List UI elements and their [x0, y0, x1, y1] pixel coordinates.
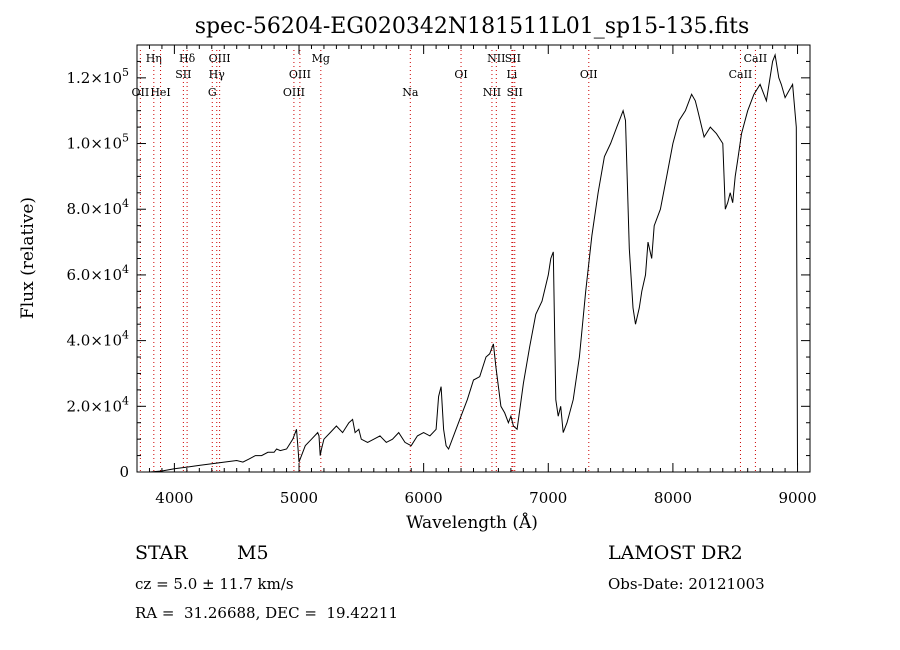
spectral-line-label: Li [506, 68, 517, 81]
spectral-line-label: Hγ [209, 68, 226, 81]
spectral-line-label: SII [175, 68, 191, 81]
spectral-line-label: HeI [150, 86, 170, 99]
spectral-line-label: Hδ [179, 52, 196, 65]
x-tick-label: 6000 [405, 489, 443, 507]
y-tick-label: 8.0×104 [66, 197, 129, 218]
redshift-readout: cz = 5.0 ± 11.7 km/s [135, 575, 294, 593]
x-tick-label: 9000 [778, 489, 816, 507]
y-tick-label: 0 [119, 463, 129, 481]
spectral-line-label: SII [507, 86, 523, 99]
survey-name: LAMOST DR2 [608, 542, 743, 564]
spectral-line-label: Na [402, 86, 419, 99]
y-tick-label: 6.0×104 [66, 263, 129, 284]
x-tick-label: 5000 [280, 489, 318, 507]
spectral-line-label: NII [487, 52, 505, 65]
spectral-line-label: CaII [744, 52, 768, 65]
spectral-line-label: OI [454, 68, 467, 81]
chart-title: spec-56204-EG020342N181511L01_sp15-135.f… [195, 14, 750, 39]
y-tick-label: 1.2×105 [66, 66, 129, 87]
y-tick-label: 4.0×104 [66, 329, 129, 350]
spectral-line-label: SII [505, 52, 521, 65]
y-tick-label: 2.0×104 [66, 394, 129, 415]
spectral-line-label: OIII [209, 52, 231, 65]
y-tick-label: 1.0×105 [66, 132, 129, 153]
sky-coordinates: RA = 31.26688, DEC = 19.42211 [135, 604, 399, 622]
x-tick-label: 4000 [155, 489, 193, 507]
spectral-line-label: Hη [146, 52, 162, 65]
spectral-line-label: OIII [289, 68, 311, 81]
y-axis-ticks: 0 2.0×104 4.0×104 6.0×104 8.0×104 1.0×105 1.2×… [66, 60, 810, 481]
object-type: STAR [135, 542, 188, 564]
spectral-line-label: OII [132, 86, 150, 99]
spectrum-chart: spec-56204-EG020342N181511L01_sp15-135.f… [18, 14, 817, 533]
plot-frame [136, 44, 811, 473]
spectral-line-label: G [208, 86, 217, 99]
x-tick-label: 7000 [529, 489, 567, 507]
object-subclass: M5 [237, 542, 269, 564]
y-axis-label: Flux (relative) [18, 197, 38, 319]
x-tick-label: 8000 [654, 489, 692, 507]
spectral-line-label: Mg [312, 52, 330, 65]
spectral-line-label: OII [580, 68, 598, 81]
x-axis-ticks: 4000 5000 6000 7000 8000 9000 [148, 45, 817, 507]
spectral-line-label: OIII [283, 86, 305, 99]
spectral-line-label: CaII [729, 68, 753, 81]
observation-date: Obs-Date: 20121003 [608, 575, 765, 593]
spectrum-series-line [137, 52, 798, 473]
spectral-line-label: NII [483, 86, 501, 99]
x-axis-label: Wavelength (Å) [406, 512, 538, 533]
